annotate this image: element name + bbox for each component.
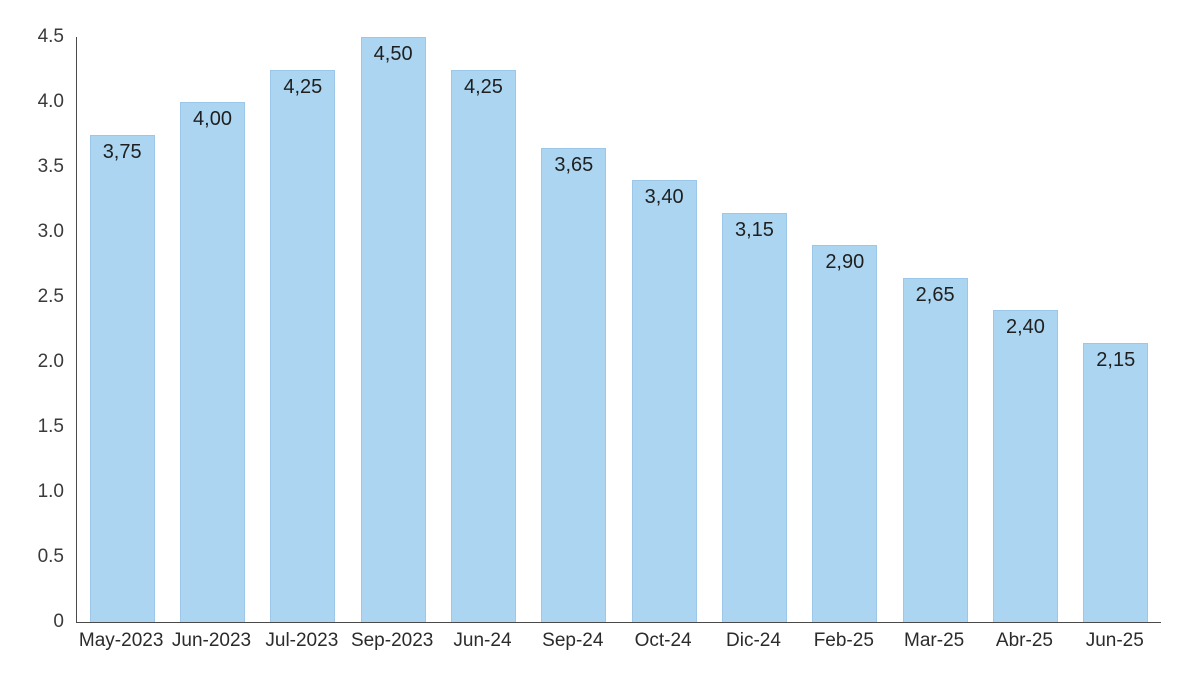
bar: 3,65 [541, 147, 607, 622]
bar-value-label: 4,00 [193, 108, 232, 131]
bar-slot: 4,25 [258, 37, 348, 622]
bar: 3,40 [631, 180, 697, 622]
x-axis-category-label: Jun-25 [1085, 630, 1144, 651]
x-axis-category-label: Abr-25 [995, 630, 1053, 651]
x-axis-category-label: Sep-2023 [350, 630, 434, 651]
bar-value-label: 3,40 [644, 186, 684, 208]
y-axis-tick-label: 4.5 [37, 26, 64, 47]
y-axis-tick-label: 3.5 [37, 156, 64, 177]
bar-slot: 3,75 [77, 37, 167, 622]
x-axis-category-label: May-2023 [78, 630, 164, 651]
x-axis-category-label: Feb-25 [813, 630, 874, 651]
bar-value-label: 3,75 [102, 140, 142, 163]
x-axis-category-label: Oct-24 [634, 630, 692, 651]
x-axis-category-label: Sep-24 [542, 630, 604, 651]
bar: 4,25 [450, 69, 516, 622]
bar-slot: 2,40 [980, 37, 1070, 622]
bar-value-label: 2,65 [915, 283, 955, 306]
y-axis-tick-label: 2.5 [37, 286, 64, 307]
plot-area: 3,75 4,00 4,25 4,50 4,25 3,65 3,40 3,15 2,90 2,65… [76, 37, 1161, 623]
bar-value-label: 2,15 [1096, 348, 1136, 371]
x-axis: May-2023 Jun-2023 Jul-2023 Sep-2023 Jun-24 Se… [76, 630, 1160, 652]
y-axis-tick-label: 3.0 [37, 221, 64, 242]
y-axis-tick-label: 2.0 [37, 351, 64, 372]
bar-slot: 3,15 [709, 37, 799, 622]
bar-value-label: 4,50 [373, 43, 413, 65]
bar: 2,90 [812, 245, 878, 622]
bar: 4,50 [360, 37, 426, 622]
y-axis-tick-label: 4.0 [37, 91, 64, 112]
y-axis-tick-label: 1.5 [37, 416, 64, 437]
bar: 4,00 [179, 102, 245, 622]
bar: 2,15 [1083, 342, 1149, 622]
bar-slot: 2,90 [800, 37, 890, 622]
bar: 2,40 [992, 310, 1058, 622]
bar-value-label: 4,25 [283, 75, 323, 98]
bar-value-label: 3,65 [554, 153, 594, 176]
y-axis-tick-label: 0.5 [37, 546, 64, 567]
x-axis-category-label: Jun-2023 [171, 630, 252, 651]
bar-slot: 2,65 [890, 37, 980, 622]
bar-slot: 3,40 [619, 37, 709, 622]
bar-slot: 4,00 [167, 37, 257, 622]
y-axis-tick-label: 0 [53, 611, 64, 632]
bar: 2,65 [902, 277, 968, 622]
x-axis-category-label: Dic-24 [726, 630, 781, 651]
bar-value-label: 2,40 [1005, 316, 1045, 338]
x-axis-category-label: Jul-2023 [265, 630, 339, 651]
y-axis-tick-label: 1.0 [37, 481, 64, 502]
bar-value-label: 4,25 [464, 75, 503, 98]
bar-slot: 3,65 [529, 37, 619, 622]
bar: 3,15 [721, 212, 787, 622]
bar-value-label: 3,15 [734, 218, 774, 241]
bar-slot: 2,15 [1071, 37, 1161, 622]
bars-row: 3,75 4,00 4,25 4,50 4,25 3,65 3,40 3,15 2,90 2,65… [77, 37, 1161, 622]
bar: 3,75 [89, 134, 155, 622]
bar-value-label: 2,90 [825, 251, 865, 273]
bar-slot: 4,50 [348, 37, 438, 622]
bar: 4,25 [270, 69, 336, 622]
x-axis-category-label: Mar-25 [904, 630, 965, 651]
bar-slot: 4,25 [438, 37, 528, 622]
x-axis-category-label: Jun-24 [453, 630, 512, 651]
